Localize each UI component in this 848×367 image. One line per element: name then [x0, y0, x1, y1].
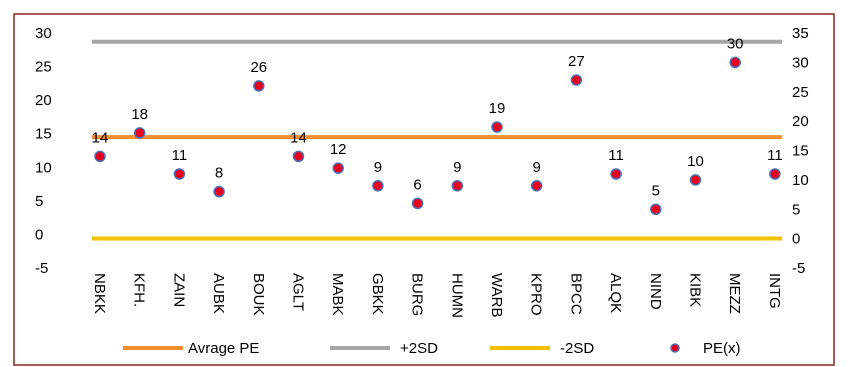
pe-point — [173, 168, 186, 180]
category-label: HUMN — [448, 273, 465, 318]
category-label: MEZZ — [726, 273, 743, 314]
category-label: KFH. — [131, 273, 148, 307]
pe-point — [491, 121, 503, 133]
data-labels: 14 18 11 8 26 14 12 9 6 9 19 9 27 11 5 10 30 11 — [92, 35, 783, 199]
pe-point — [94, 150, 106, 163]
pe-point — [729, 56, 741, 69]
pe-point — [689, 174, 702, 186]
left-tick-label: 30 — [35, 25, 52, 42]
chart-border — [13, 13, 835, 366]
right-tick-label: 10 — [792, 172, 809, 189]
pe-point — [769, 168, 781, 180]
pe-point — [213, 185, 225, 198]
pe-point — [451, 180, 464, 192]
pe-point — [570, 74, 583, 86]
data-label: 9 — [453, 159, 461, 176]
data-label: 9 — [374, 159, 382, 176]
pe-point — [332, 162, 344, 174]
right-axis: 35 30 25 20 15 10 5 0 -5 — [792, 25, 809, 277]
legend-label: PE(x) — [703, 340, 741, 357]
left-tick-label: 25 — [35, 59, 52, 76]
right-tick-label: 35 — [792, 25, 809, 42]
data-label: 26 — [250, 59, 267, 76]
legend: Avrage PE +2SD -2SD PE(x) — [123, 340, 741, 357]
pe-point — [253, 80, 265, 92]
category-label: WARB — [488, 273, 505, 317]
right-tick-label: 25 — [792, 84, 809, 101]
data-label: 19 — [489, 100, 506, 117]
right-tick-label: 30 — [792, 54, 809, 71]
data-label: 14 — [290, 129, 307, 146]
data-label: 11 — [172, 147, 188, 164]
pe-points — [94, 56, 781, 215]
category-label: AGLT — [290, 273, 307, 311]
data-label: 18 — [131, 106, 148, 123]
right-tick-label: 20 — [792, 113, 809, 130]
pe-point — [650, 203, 662, 215]
left-tick-label: 15 — [35, 126, 52, 143]
pe-point — [133, 127, 146, 139]
reference-lines — [92, 39, 782, 241]
category-label: MABK — [329, 273, 346, 316]
legend-label: Avrage PE — [188, 340, 259, 357]
legend-swatch — [670, 343, 680, 353]
data-label: 27 — [568, 53, 585, 70]
left-tick-label: -5 — [35, 260, 48, 277]
category-label: KIBK — [687, 273, 704, 307]
category-axis: NBKK KFH. ZAIN AUBK BOUK AGLT MABK GBKK BURG HUMN… — [91, 273, 783, 318]
right-tick-label: 0 — [792, 231, 800, 248]
category-label: GBKK — [369, 273, 386, 315]
data-label: 10 — [687, 153, 704, 170]
category-label: INTG — [766, 273, 783, 309]
data-label: 6 — [413, 176, 421, 193]
category-label: BOUK — [250, 273, 267, 316]
category-label: BURG — [409, 273, 426, 316]
left-tick-label: 20 — [35, 92, 52, 109]
data-label: 30 — [727, 35, 744, 52]
category-label: NBKK — [91, 273, 108, 314]
data-label: 11 — [608, 147, 624, 164]
pe-point — [411, 197, 424, 210]
category-label: ALQK — [607, 273, 624, 313]
left-tick-label: 0 — [35, 226, 43, 243]
category-label: ZAIN — [170, 273, 187, 307]
pe-point — [530, 180, 543, 192]
pe-point — [372, 180, 384, 192]
right-tick-label: 15 — [792, 143, 809, 160]
right-tick-label: 5 — [792, 201, 800, 218]
data-label: 11 — [767, 147, 783, 164]
category-label: NIND — [647, 273, 664, 310]
data-label: 9 — [533, 159, 541, 176]
legend-label: -2SD — [560, 340, 594, 357]
category-label: AUBK — [210, 273, 227, 314]
pe-point — [610, 168, 622, 180]
left-axis: 30 25 20 15 10 5 0 -5 — [35, 25, 52, 277]
data-label: 14 — [92, 129, 109, 146]
right-tick-label: -5 — [792, 260, 805, 277]
data-label: 12 — [330, 141, 347, 158]
data-label: 5 — [652, 182, 660, 199]
pe-point — [292, 150, 305, 163]
category-label: BPCC — [567, 273, 584, 315]
left-tick-label: 5 — [35, 193, 43, 210]
legend-label: +2SD — [400, 340, 438, 357]
category-label: KPRO — [528, 273, 545, 316]
left-tick-label: 10 — [35, 159, 52, 176]
data-label: 8 — [215, 165, 223, 182]
